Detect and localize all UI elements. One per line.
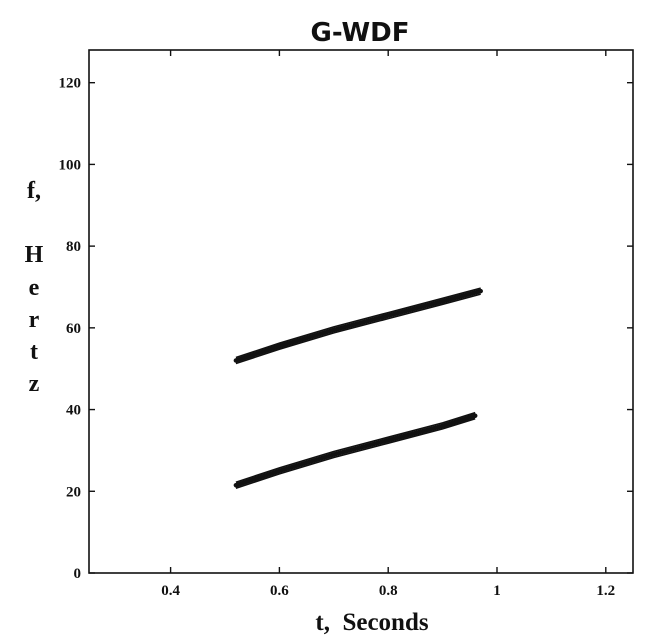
contour-edge-lower xyxy=(235,293,481,365)
x-axis-ticks: 0.4 0.6 0.8 1 1.2 xyxy=(161,50,615,599)
series-line xyxy=(233,288,483,363)
y-tick-label: 60 xyxy=(66,321,81,337)
series-1 xyxy=(233,287,483,365)
x-tick-label: 1 xyxy=(493,583,501,599)
y-axis-label-char: f, xyxy=(27,178,41,204)
x-tick-label: 0.6 xyxy=(270,583,289,599)
series-line xyxy=(233,413,478,488)
plot-frame xyxy=(88,49,634,574)
y-axis-label-char: e xyxy=(29,275,40,301)
y-tick-label: 100 xyxy=(59,157,82,173)
chart-title: G-WDF xyxy=(311,18,410,48)
contour-edge-upper xyxy=(235,287,481,359)
y-axis-ticks: 0 20 40 60 80 100 120 xyxy=(59,76,633,582)
y-axis-label-char: t xyxy=(30,339,38,365)
y-axis-label-char: z xyxy=(29,371,40,397)
x-axis-label: t, Seconds xyxy=(315,609,428,636)
y-tick-label: 80 xyxy=(66,239,81,255)
y-tick-label: 40 xyxy=(66,403,81,419)
series-2 xyxy=(233,411,478,489)
series-group xyxy=(233,287,483,489)
contour-edge-upper xyxy=(235,411,476,483)
x-tick-label: 1.2 xyxy=(596,583,615,599)
y-axis-label-char: r xyxy=(29,307,40,333)
x-tick-label: 0.4 xyxy=(161,583,180,599)
x-tick-label: 0.8 xyxy=(379,583,398,599)
y-axis-label-char: H xyxy=(25,242,44,268)
contour-edge-lower xyxy=(235,417,476,489)
y-tick-label: 0 xyxy=(74,566,82,582)
y-tick-label: 120 xyxy=(59,76,82,92)
y-tick-label: 20 xyxy=(66,484,81,500)
